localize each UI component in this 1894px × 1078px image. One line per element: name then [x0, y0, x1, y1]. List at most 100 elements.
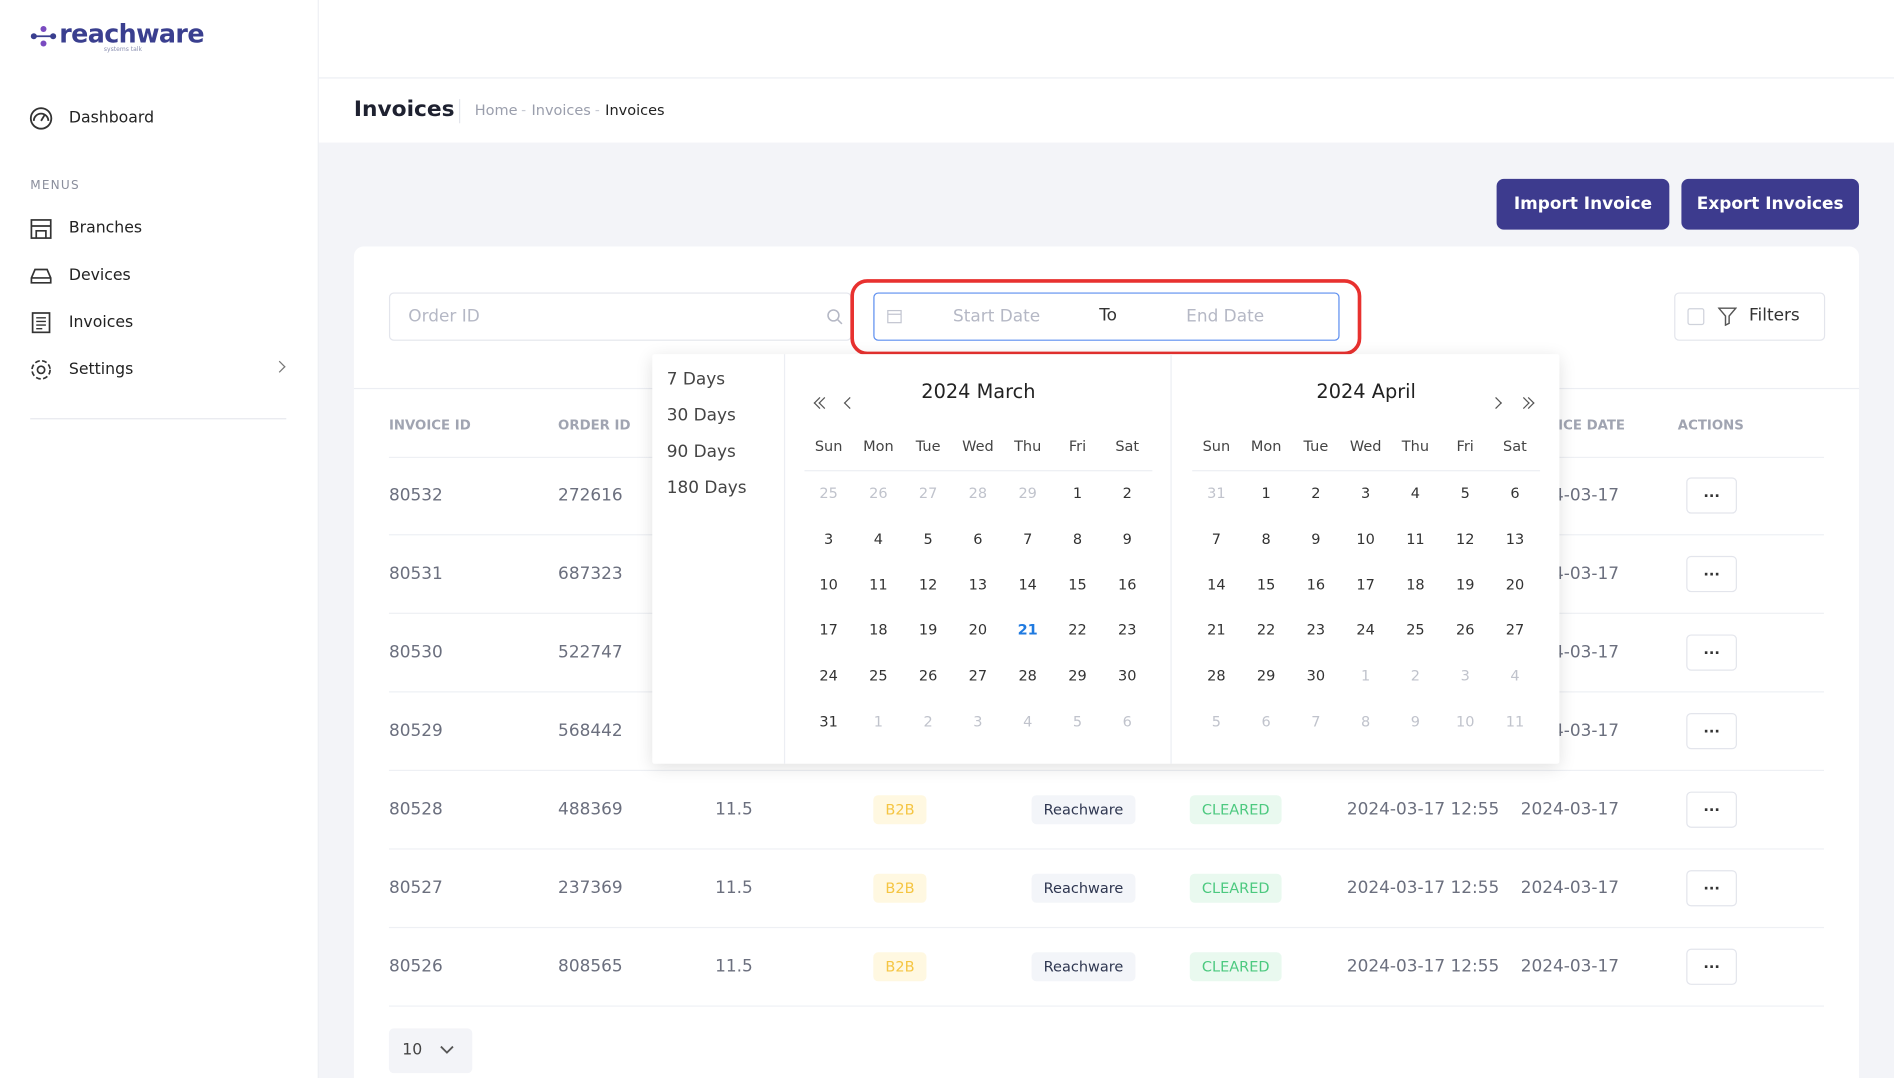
preset[interactable]: 30 Days [666, 406, 736, 426]
row-menu[interactable]: ··· [1686, 870, 1737, 907]
calendar-day[interactable]: 28 [1207, 667, 1226, 685]
breadcrumb-item[interactable]: Invoices [531, 101, 591, 119]
calendar-day[interactable]: 27 [1505, 621, 1525, 639]
nav-item[interactable]: Devices [68, 266, 131, 285]
calendar-day[interactable]: 6 [1122, 713, 1132, 730]
calendar-day[interactable]: 30 [1117, 667, 1137, 685]
calendar-day[interactable]: 9 [1311, 530, 1321, 548]
calendar-day[interactable]: 20 [968, 621, 988, 639]
calendar-day[interactable]: 22 [1068, 621, 1087, 639]
calendar-day[interactable]: 4 [873, 530, 883, 548]
calendar-day[interactable]: 6 [1261, 713, 1271, 730]
calendar-day[interactable]: 9 [1122, 530, 1132, 548]
calendar-day[interactable]: 25 [869, 667, 888, 685]
calendar-day[interactable]: 30 [1306, 667, 1326, 685]
calendar-day[interactable]: 10 [1455, 713, 1475, 730]
calendar-day[interactable]: 22 [1256, 621, 1276, 639]
calendar-day[interactable]: 14 [1018, 575, 1037, 593]
calendar-day[interactable]: 16 [1117, 575, 1137, 593]
calendar-day[interactable]: 10 [819, 575, 838, 593]
calendar-day[interactable]: 17 [1356, 575, 1375, 593]
nav-item[interactable]: Dashboard [68, 109, 155, 128]
calendar-day[interactable]: 4 [1023, 713, 1033, 730]
calendar-day[interactable]: 13 [968, 575, 988, 593]
calendar-day[interactable]: 8 [1261, 530, 1271, 548]
calendar-day[interactable]: 12 [1455, 530, 1475, 548]
calendar-day[interactable]: 19 [1455, 575, 1475, 593]
calendar-day[interactable]: 1 [1361, 667, 1371, 685]
calendar-day[interactable]: 27 [968, 667, 988, 685]
calendar-day[interactable]: 29 [1068, 667, 1087, 685]
calendar-day[interactable]: 26 [869, 484, 888, 502]
page-size-select[interactable] [388, 1028, 473, 1074]
calendar-day[interactable]: 7 [1211, 530, 1221, 548]
calendar-day[interactable]: 28 [1018, 667, 1037, 685]
calendar-day[interactable]: 20 [1505, 575, 1525, 593]
calendar-day[interactable]: 25 [819, 484, 838, 502]
calendar-day[interactable]: 6 [1510, 484, 1520, 502]
row-menu[interactable]: ··· [1686, 713, 1737, 750]
calendar-day[interactable]: 2 [923, 713, 933, 730]
row-menu[interactable]: ··· [1686, 948, 1737, 985]
row-menu[interactable]: ··· [1686, 477, 1737, 514]
calendar-day[interactable]: 19 [918, 621, 938, 639]
calendar-day[interactable]: 1 [873, 713, 883, 730]
calendar-day[interactable]: 9 [1410, 713, 1421, 730]
calendar-day[interactable]: 14 [1207, 575, 1226, 593]
calendar-day[interactable]: 6 [973, 530, 983, 548]
calendar-day[interactable]: 23 [1306, 621, 1326, 639]
calendar-day[interactable]: 31 [819, 713, 838, 730]
calendar-day[interactable]: 2 [1410, 667, 1421, 685]
calendar-day[interactable]: 29 [1018, 484, 1037, 502]
calendar-day[interactable]: 2 [1311, 484, 1321, 502]
calendar-day[interactable]: 3 [824, 530, 834, 548]
checkbox[interactable] [1687, 308, 1705, 326]
calendar-day[interactable]: 28 [968, 484, 988, 502]
row-menu[interactable]: ··· [1686, 791, 1737, 828]
calendar-day[interactable]: 31 [1207, 484, 1226, 502]
calendar-day[interactable]: 15 [1068, 575, 1087, 593]
calendar-day[interactable]: 8 [1361, 713, 1371, 730]
nav-item[interactable]: Branches [68, 219, 143, 238]
calendar-day[interactable]: 25 [1406, 621, 1425, 639]
calendar-day[interactable]: 5 [1460, 484, 1470, 502]
calendar-day[interactable]: 3 [1361, 484, 1371, 502]
calendar-day[interactable]: 4 [1510, 667, 1520, 685]
calendar-day[interactable]: 3 [1460, 667, 1470, 685]
calendar-day[interactable]: 26 [1455, 621, 1475, 639]
calendar-day[interactable]: 24 [819, 667, 838, 685]
calendar-day[interactable]: 7 [1311, 713, 1321, 730]
calendar-day[interactable]: 2 [1122, 484, 1132, 502]
breadcrumb-item[interactable]: Home [474, 101, 518, 119]
row-menu[interactable]: ··· [1686, 555, 1737, 593]
calendar-day[interactable]: 21 [1207, 621, 1226, 639]
filters-button[interactable] [1674, 292, 1826, 341]
preset[interactable]: 180 Days [666, 478, 747, 498]
preset[interactable]: 7 Days [666, 369, 726, 390]
nav-item[interactable]: Settings [68, 360, 134, 379]
calendar-day[interactable]: 27 [918, 484, 938, 502]
calendar-day[interactable]: 13 [1505, 530, 1525, 548]
calendar-day[interactable]: 8 [1072, 530, 1083, 548]
calendar-day[interactable]: 5 [1072, 713, 1083, 730]
calendar-day[interactable]: 18 [869, 621, 888, 639]
calendar-day[interactable]: 11 [1406, 530, 1425, 548]
calendar-day[interactable]: 11 [869, 575, 888, 593]
calendar-day[interactable]: 10 [1356, 530, 1375, 548]
preset[interactable]: 90 Days [666, 442, 736, 462]
calendar-day[interactable]: 7 [1023, 530, 1033, 548]
export-button[interactable]: Export Invoices [1681, 178, 1859, 230]
calendar-day[interactable]: 11 [1505, 713, 1525, 730]
calendar-day[interactable]: 26 [918, 667, 938, 685]
calendar-day[interactable]: 18 [1406, 575, 1425, 593]
row-menu[interactable]: ··· [1686, 634, 1737, 671]
calendar-day[interactable]: 4 [1410, 484, 1421, 502]
import-button[interactable]: Import Invoice [1496, 178, 1670, 230]
calendar-day[interactable]: 16 [1306, 575, 1326, 593]
calendar-day[interactable]: 5 [923, 530, 933, 548]
calendar-day[interactable]: 17 [819, 621, 838, 639]
calendar-day[interactable]: 3 [973, 713, 983, 730]
calendar-day[interactable]: 23 [1117, 621, 1137, 639]
calendar-day[interactable]: 1 [1072, 484, 1083, 502]
calendar-day[interactable]: 29 [1256, 667, 1276, 685]
